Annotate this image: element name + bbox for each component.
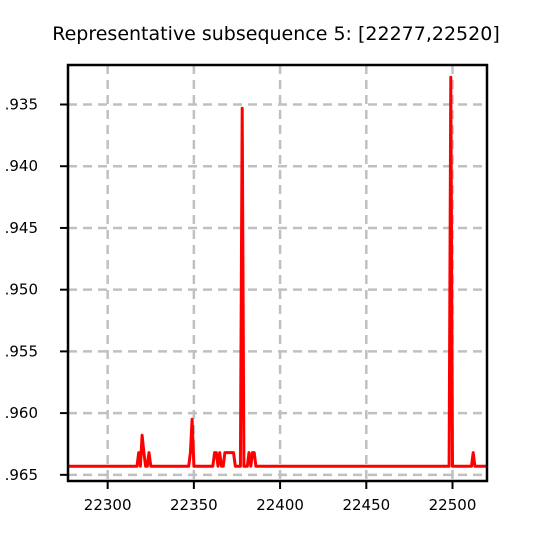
y-tick-label: .950 [5, 281, 38, 299]
y-tick-label: .940 [5, 157, 38, 175]
y-tick-label: .955 [5, 342, 38, 360]
y-tick-label: .960 [5, 404, 38, 422]
series-layer [68, 75, 487, 468]
plot-frame [66, 63, 489, 483]
grid-lines [68, 65, 487, 481]
series-line [68, 75, 487, 468]
y-axis: .935 .940 .945 .950 .955 .960 .965 [5, 96, 68, 484]
x-tick-label: 22400 [256, 496, 304, 514]
x-axis: 22300 22350 22400 22450 22500 [84, 481, 477, 514]
x-tick-label: 22350 [170, 496, 218, 514]
x-tick-label: 22450 [342, 496, 390, 514]
chart-title: Representative subsequence 5: [22277,225… [52, 23, 499, 45]
x-tick-label: 22300 [84, 496, 132, 514]
x-tick-label: 22500 [429, 496, 477, 514]
y-tick-label: .935 [5, 96, 38, 114]
y-tick-label: .945 [5, 219, 38, 237]
y-tick-label: .965 [5, 466, 38, 484]
